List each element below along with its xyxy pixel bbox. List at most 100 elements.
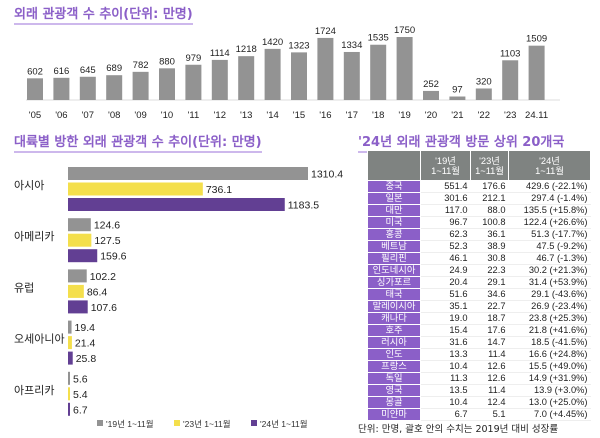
legend-swatch (251, 420, 257, 426)
country-cell: 호주 (367, 324, 421, 337)
value-cell: 14.7 (470, 336, 509, 349)
bar-value-label: 1183.5 (288, 200, 319, 212)
bar-value-label: 979 (185, 53, 201, 64)
value-cell: 31.4 (+53.9%) (508, 276, 591, 289)
country-cell: 일본 (367, 192, 421, 205)
bar-아프리카-1 (68, 387, 70, 401)
country-cell: 중국 (367, 180, 421, 193)
value-cell: 22.3 (470, 264, 509, 277)
table-header: '24년 1~11월 (508, 150, 591, 181)
bar-value-label: 5.4 (73, 389, 88, 401)
bar-'14 (264, 48, 281, 100)
bar-value-label: 159.6 (100, 251, 126, 263)
value-cell: 13.9 (+3.0%) (508, 384, 591, 397)
bar-'12 (211, 59, 228, 100)
legend-label: '24년 1~11월 (260, 419, 308, 429)
country-cell: 영국 (367, 384, 421, 397)
value-cell: 212.1 (470, 192, 509, 205)
bar-유럽-1 (68, 284, 84, 298)
table-row: 싱가포르 20.4 29.1 31.4 (+53.9%) (367, 276, 591, 289)
bar-value-label: 645 (80, 65, 96, 76)
value-cell: 12.4 (470, 396, 509, 409)
continent-chart-title: 대륙별 방한 외래 관광객 수 추이(단위: 만명) (14, 131, 262, 153)
country-cell: 말레이시아 (367, 300, 421, 313)
value-cell: 14.9 (+31.9%) (508, 372, 591, 385)
table-row: 호주 15.4 17.6 21.8 (+41.6%) (367, 324, 591, 337)
bar-'21 (449, 96, 466, 100)
x-tick-label: '09 (134, 110, 146, 121)
bar-'17 (343, 51, 360, 100)
value-cell: 51.6 (420, 288, 471, 301)
bar-value-label: 252 (423, 79, 439, 90)
bar-'20 (423, 90, 439, 100)
value-cell: 12.6 (470, 360, 509, 373)
value-cell: 46.7 (-1.3%) (508, 252, 591, 265)
value-cell: 301.6 (420, 192, 471, 205)
bar-'06 (53, 77, 70, 100)
bar-오세아니아-2 (68, 351, 73, 365)
bar-아시아-0 (68, 167, 308, 180)
bar-value-label: 880 (159, 56, 175, 67)
table-row: 일본 301.6 212.1 297.4 (-1.4%) (367, 192, 591, 205)
country-cell: 미얀마 (367, 408, 421, 421)
table-note: 단위: 만명, 괄호 안의 수치는 2019년 대비 성장률 (358, 424, 559, 435)
country-cell: 몽골 (367, 396, 421, 409)
bar-'09 (132, 71, 149, 100)
value-cell: 30.8 (470, 252, 509, 265)
bar-아시아-1 (68, 182, 203, 196)
bar-유럽-2 (68, 300, 88, 314)
table-row: 미얀마 6.7 5.1 7.0 (+4.45%) (367, 408, 591, 421)
table-row: 인도 13.3 11.4 16.6 (+24.8%) (367, 348, 591, 361)
value-cell: 62.3 (420, 228, 471, 241)
value-cell: 135.5 (+15.8%) (508, 204, 591, 217)
bar-'07 (79, 76, 96, 100)
table-row: 홍콩 62.3 36.1 51.3 (-17.7%) (367, 228, 591, 241)
table-row: 말레이시아 35.1 22.7 26.9 (-23.4%) (367, 300, 591, 313)
bar-value-label: 21.4 (75, 338, 96, 350)
value-cell: 13.5 (420, 384, 471, 397)
bar-아프리카-0 (68, 371, 70, 385)
bar-value-label: 1323 (288, 40, 309, 51)
bar-오세아니아-1 (68, 336, 72, 350)
bar-아메리카-1 (68, 233, 92, 247)
value-cell: 23.8 (+25.3%) (508, 312, 591, 325)
table-row: 프랑스 10.4 12.6 15.5 (+49.0%) (367, 360, 591, 373)
value-cell: 10.4 (420, 396, 471, 409)
bar-오세아니아-0 (68, 320, 72, 334)
value-cell: 24.9 (420, 264, 471, 277)
x-tick-label: '13 (240, 110, 252, 121)
bar-value-label: 736.1 (206, 184, 232, 196)
bar-value-label: 6.7 (73, 404, 88, 416)
x-tick-label: '19 (398, 110, 410, 121)
value-cell: 52.3 (420, 240, 471, 253)
x-tick-label: '20 (425, 110, 437, 121)
x-tick-label: '22 (478, 110, 490, 121)
country-cell: 필리핀 (367, 252, 421, 265)
value-cell: 36.1 (470, 228, 509, 241)
table-row: 미국 96.7 100.8 122.4 (+26.6%) (367, 216, 591, 229)
bar-아시아-2 (68, 198, 285, 211)
value-cell: 12.6 (470, 372, 509, 385)
bar-value-label: 1420 (262, 37, 283, 48)
bar-value-label: 25.8 (76, 353, 97, 365)
bar-value-label: 86.4 (87, 286, 108, 298)
x-tick-label: '21 (451, 110, 463, 121)
x-tick-label: '07 (82, 110, 94, 121)
bar-value-label: 782 (133, 60, 149, 71)
value-cell: 38.9 (470, 240, 509, 253)
country-cell: 태국 (367, 288, 421, 301)
value-cell: 19.0 (420, 312, 471, 325)
x-tick-label: '08 (108, 110, 120, 121)
top20-table: '19년 1~11월 '23년 1~11월 '24년 1~11월 중국 551.4 17… (367, 150, 591, 421)
value-cell: 551.4 (420, 180, 471, 193)
value-cell: 51.3 (-17.7%) (508, 228, 591, 241)
value-cell: 29.1 (470, 276, 509, 289)
table-row: 인도네시아 24.9 22.3 30.2 (+21.3%) (367, 264, 591, 277)
value-cell: 30.2 (+21.3%) (508, 264, 591, 277)
value-cell: 6.7 (420, 408, 471, 421)
bar-value-label: 1724 (315, 26, 336, 37)
x-tick-label: '10 (161, 110, 173, 121)
bar-value-label: 127.5 (94, 235, 120, 247)
bar-value-label: 97 (452, 85, 463, 96)
x-tick-label: '14 (266, 110, 278, 121)
